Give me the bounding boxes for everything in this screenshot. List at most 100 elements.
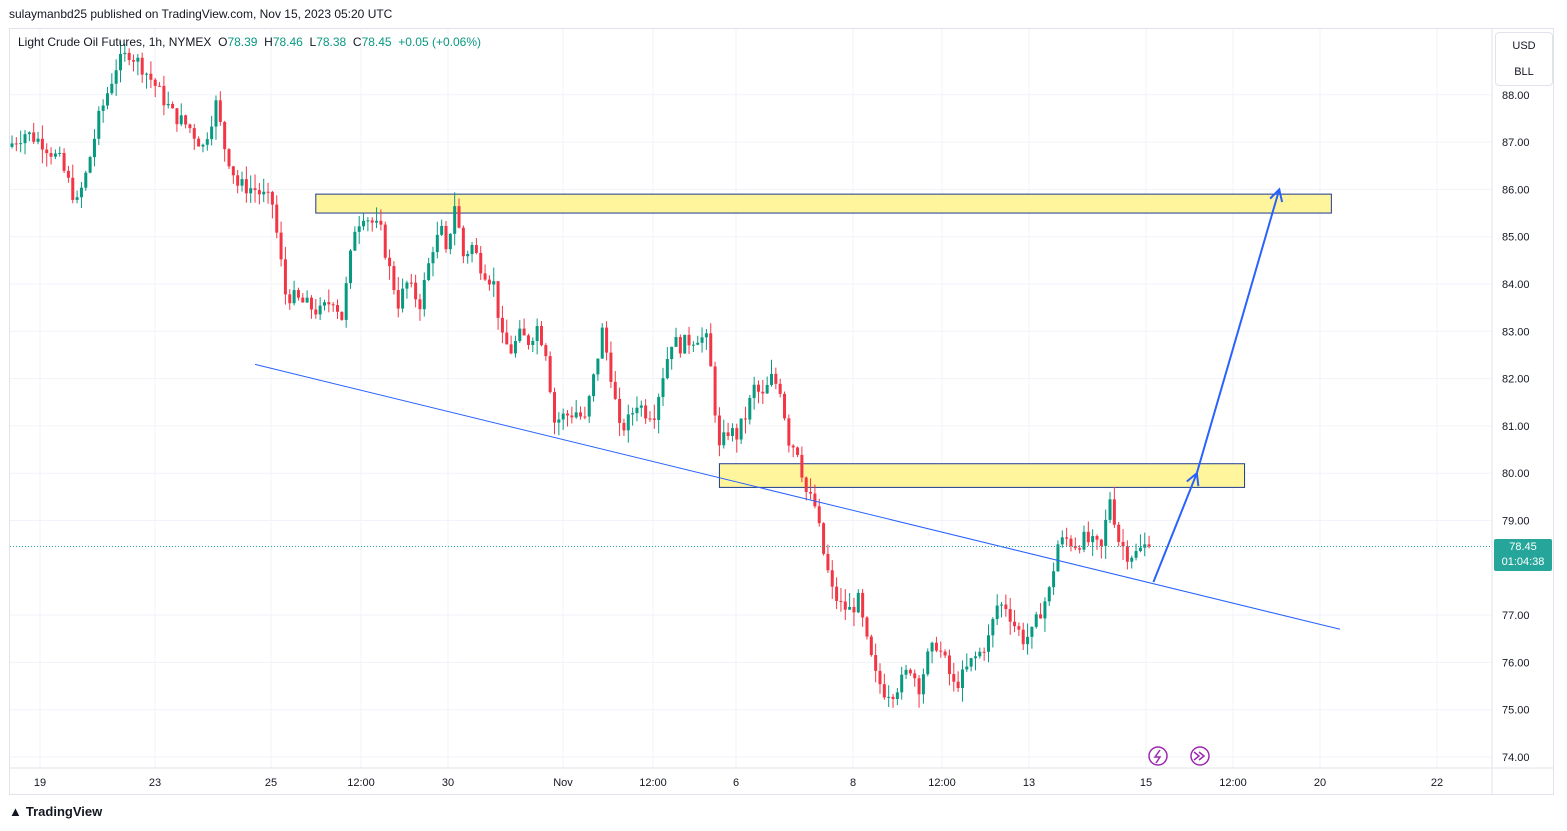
candle-body — [774, 373, 778, 384]
candle-body — [709, 333, 713, 367]
candle-body — [748, 397, 752, 420]
supply-zone-1[interactable] — [315, 193, 1332, 214]
time-tick-label: 8 — [850, 777, 856, 789]
candle-body — [605, 327, 609, 353]
tradingview-logo[interactable]: ▲ TradingView — [9, 804, 102, 819]
fast-forward-icon[interactable] — [1190, 746, 1210, 766]
price-tick-label: 79.00 — [1502, 516, 1530, 528]
candle-body — [483, 273, 487, 280]
candle-body — [1060, 537, 1064, 545]
candle-body — [1017, 626, 1021, 630]
candle-body — [153, 79, 157, 86]
candle-body — [262, 191, 266, 195]
candle-body — [631, 413, 635, 415]
candle-body — [796, 447, 800, 455]
candle-body — [158, 85, 162, 87]
candle-body — [427, 263, 431, 280]
candle-body — [900, 674, 904, 693]
candle-body — [188, 124, 192, 129]
candle-body — [470, 245, 474, 255]
candle-body — [574, 412, 578, 418]
candle-body — [101, 105, 105, 111]
candle-body — [878, 670, 882, 685]
candle-body — [592, 374, 596, 397]
candle-body — [105, 93, 109, 106]
candle-body — [726, 432, 730, 437]
candle-body — [882, 684, 886, 698]
supply-zone-2[interactable] — [718, 463, 1246, 488]
candle-body — [1026, 636, 1030, 645]
candle-body — [1069, 538, 1073, 547]
candle-body — [566, 413, 570, 416]
candle-body — [1117, 524, 1121, 542]
candle-body — [652, 418, 656, 420]
candle-body — [461, 227, 465, 257]
time-tick-label: 12:00 — [639, 777, 667, 789]
candle-body — [921, 674, 925, 695]
candle-body — [817, 506, 821, 524]
candle-body — [509, 344, 513, 354]
time-tick-label: 12:00 — [1219, 777, 1247, 789]
candle-body — [783, 393, 787, 419]
candle-body — [227, 149, 231, 167]
candle-body — [947, 655, 951, 675]
candle-body — [149, 73, 153, 80]
price-tick-label: 81.00 — [1502, 421, 1530, 433]
candle-body — [257, 190, 261, 195]
candle-body — [171, 103, 175, 109]
candle-body — [244, 179, 248, 194]
candle-body — [770, 373, 773, 385]
candle-body — [856, 592, 860, 613]
low-label: L — [309, 35, 317, 49]
candle-body — [270, 191, 274, 205]
lightning-icon[interactable] — [1148, 746, 1168, 766]
candle-body — [166, 103, 170, 106]
symbol-name[interactable]: Light Crude Oil Futures, 1h, NYMEX — [18, 35, 212, 49]
candle-body — [683, 334, 687, 354]
candle-body — [626, 414, 630, 431]
price-tick-label: 86.00 — [1502, 184, 1530, 196]
candle-body — [843, 601, 847, 610]
time-tick-label: 19 — [34, 777, 46, 789]
currency-selector[interactable]: USD BLL — [1495, 32, 1553, 86]
candle-body — [179, 115, 183, 125]
close-value: 78.45 — [361, 35, 392, 49]
lightning-icon-glyph — [1153, 749, 1162, 764]
candle-body — [939, 650, 943, 652]
candle-body — [14, 143, 18, 145]
candle-body — [53, 153, 57, 157]
candle-body — [978, 651, 982, 657]
candle-body — [175, 108, 179, 125]
price-tick-label: 75.00 — [1502, 705, 1530, 717]
candle-body — [691, 344, 695, 346]
price-tick-label: 84.00 — [1502, 279, 1530, 291]
candle-body — [66, 170, 70, 178]
unit-label[interactable]: BLL — [1514, 66, 1534, 78]
descending-trendline[interactable] — [254, 363, 1341, 630]
candle-body — [1065, 537, 1069, 539]
candle-body — [275, 204, 279, 233]
candle-body — [1082, 531, 1086, 550]
candle-body — [327, 302, 331, 305]
candle-body — [722, 432, 726, 446]
candle-body — [305, 297, 309, 303]
candle-body — [1047, 587, 1051, 602]
candle-body — [874, 655, 878, 671]
candle-body — [952, 674, 956, 682]
projection-path[interactable] — [1152, 189, 1281, 583]
candle-body — [340, 311, 344, 320]
time-tick-label: 6 — [733, 777, 739, 789]
candle-body — [648, 418, 652, 420]
change-value: +0.05 (+0.06%) — [398, 35, 482, 49]
candle-body — [301, 297, 305, 303]
currency-label[interactable]: USD — [1512, 40, 1536, 52]
candle-body — [145, 73, 149, 75]
candle-body — [431, 252, 435, 264]
candle-body — [27, 132, 31, 135]
candle-body — [644, 405, 648, 419]
candle-body — [1039, 614, 1043, 619]
candle-body — [587, 396, 591, 417]
candle-body — [132, 60, 136, 62]
candle-body — [266, 191, 270, 193]
